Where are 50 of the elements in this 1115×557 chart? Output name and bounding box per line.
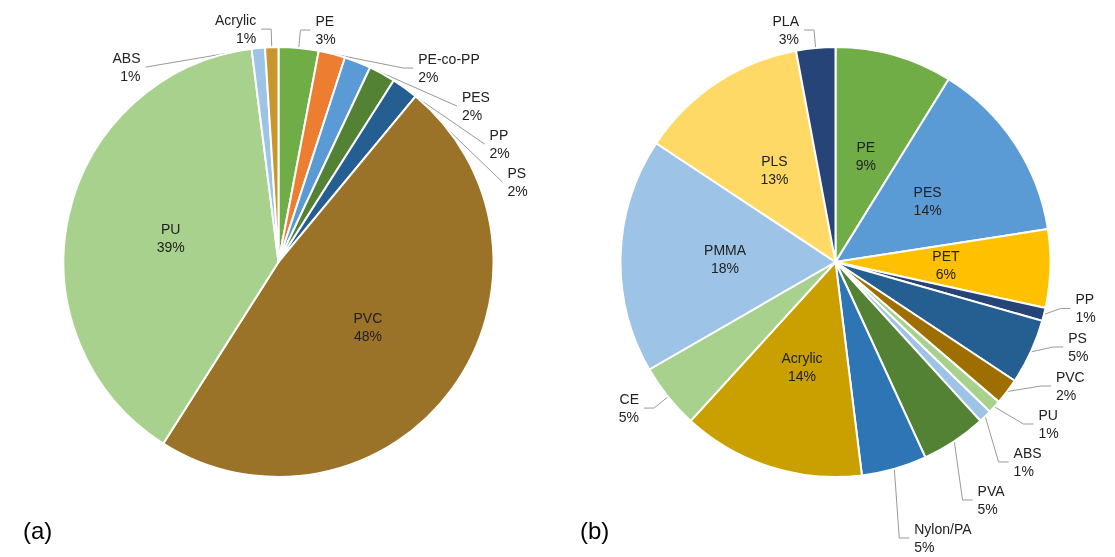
slice-label: Acrylic (781, 350, 823, 367)
data-label: 3% (778, 30, 799, 47)
slice-label: Nylon/PA (914, 521, 973, 537)
slice-label: PVC (1055, 369, 1085, 385)
data-label: 48% (353, 327, 382, 344)
data-label: 39% (156, 238, 185, 255)
data-label: 2% (489, 145, 510, 162)
data-label: 18% (711, 259, 740, 276)
slice-label: PLA (772, 12, 800, 29)
data-label: 2% (1055, 387, 1077, 403)
data-label: 1% (1075, 309, 1096, 326)
text: (b) (580, 516, 610, 544)
data-label: 1% (1038, 425, 1059, 441)
slice-label: Acrylic (214, 12, 257, 29)
data-label: 2% (418, 69, 439, 86)
data-label: 5% (977, 501, 998, 517)
slice-label: PP (489, 127, 509, 144)
data-label: 6% (935, 266, 957, 283)
slice-label: PLS (761, 152, 788, 169)
slice-label: PVA (977, 483, 1006, 499)
slice-label: PS (507, 165, 527, 182)
data-label: 14% (787, 368, 817, 385)
slice-label: PU (160, 220, 181, 237)
data-label: 1% (235, 30, 257, 47)
slice-label: ABS (112, 50, 141, 67)
data-label: 5% (1068, 347, 1089, 364)
slice-label: PE (315, 13, 335, 30)
data-label: 1% (1013, 463, 1034, 479)
slice-label: PE (856, 138, 876, 155)
slice-label: PS (1068, 329, 1087, 346)
data-label: 5% (914, 539, 935, 555)
data-label: 13% (760, 170, 789, 187)
slice-label: PP (1075, 291, 1095, 308)
slice-label: PU (1038, 407, 1058, 423)
slice-label: PES (913, 183, 942, 200)
data-label: 14% (913, 201, 942, 218)
slice-label: PET (932, 248, 961, 265)
data-label: 5% (618, 409, 639, 426)
data-label: 2% (461, 107, 483, 124)
data-label: 3% (315, 31, 336, 48)
slice-label: CE (619, 391, 639, 408)
slice-label: PE-co-PP (418, 51, 480, 68)
slice-label: PVC (353, 309, 383, 326)
data-label: 9% (855, 156, 876, 173)
data-label: 2% (507, 183, 528, 200)
slice-label: PES (461, 89, 490, 106)
data-label: 1% (120, 68, 141, 85)
slice-label: PMMA (704, 241, 747, 258)
slice-label: ABS (1013, 445, 1042, 461)
text: (a) (23, 516, 53, 544)
